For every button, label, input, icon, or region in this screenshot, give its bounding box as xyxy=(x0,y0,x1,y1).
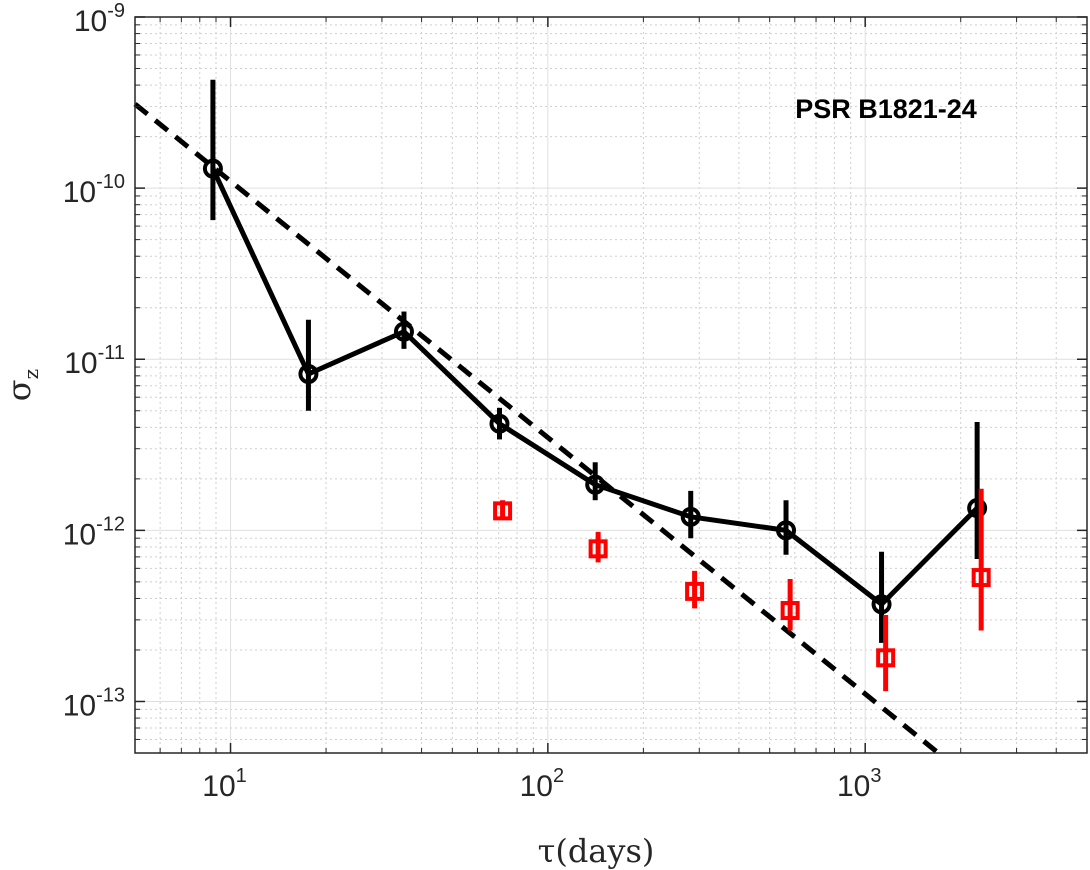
data-point-square xyxy=(971,568,991,588)
series-layer xyxy=(202,79,991,692)
y-tick-label-base: 10 xyxy=(64,347,97,380)
y-tick-label-base: 10 xyxy=(63,689,96,722)
minor-grid xyxy=(134,17,1088,754)
data-point-square xyxy=(493,501,513,521)
data-point-circle xyxy=(489,413,510,434)
y-tick-label: 10-13 xyxy=(63,684,125,722)
reference-line-layer xyxy=(133,102,940,755)
data-point-square xyxy=(685,581,705,601)
y-tick-label-base: 10 xyxy=(63,176,96,209)
data-point-circle xyxy=(202,158,223,179)
y-tick-label: 10-11 xyxy=(64,342,125,380)
annotation-label: PSR B1821-24 xyxy=(795,94,977,124)
y-tick-label-base: 10 xyxy=(63,518,96,551)
x-tick-label: 103 xyxy=(837,765,882,803)
y-axis-title: σz xyxy=(0,369,43,401)
y-tick-label-exponent: -13 xyxy=(96,684,125,706)
y-axis-title-subscript: z xyxy=(19,369,43,380)
svg-text:σz: σz xyxy=(0,369,43,401)
tick-marks xyxy=(134,16,1088,754)
x-tick-label-exponent: 3 xyxy=(870,765,881,787)
x-tick-label-base: 10 xyxy=(837,770,870,803)
y-tick-label-exponent: -11 xyxy=(98,342,125,364)
x-tick-label-exponent: 2 xyxy=(553,765,564,787)
plot-frame xyxy=(134,16,1088,754)
data-point-circle xyxy=(776,520,797,541)
series-red-points xyxy=(493,488,991,692)
x-tick-label: 102 xyxy=(520,765,565,803)
y-tick-label-exponent: -10 xyxy=(96,171,125,193)
series-measured xyxy=(202,79,988,643)
x-tick-label-base: 10 xyxy=(202,770,235,803)
y-tick-label-base: 10 xyxy=(74,5,107,38)
y-tick-label-exponent: -12 xyxy=(96,513,125,535)
x-tick-label-base: 10 xyxy=(520,770,553,803)
data-point-circle xyxy=(680,506,701,527)
data-point-circle xyxy=(585,474,606,495)
y-tick-label-exponent: -9 xyxy=(107,0,125,22)
x-tick-label: 101 xyxy=(202,765,247,803)
y-tick-label: 10-10 xyxy=(63,171,125,209)
data-point-circle xyxy=(871,594,892,615)
data-point-circle xyxy=(298,363,319,384)
reference-power-law-line xyxy=(133,102,940,755)
x-axis-title: τ(days) xyxy=(538,832,655,870)
data-point-circle xyxy=(967,498,988,519)
plot-background xyxy=(135,17,1087,753)
x-tick-label-exponent: 1 xyxy=(236,765,247,787)
data-point-square xyxy=(780,601,800,621)
y-tick-label: 10-9 xyxy=(74,0,125,38)
data-point-square xyxy=(588,539,608,559)
y-axis-title-symbol: σ xyxy=(0,379,38,401)
data-point-circle xyxy=(393,321,414,342)
y-tick-label: 10-12 xyxy=(63,513,125,551)
data-point-square xyxy=(876,648,896,668)
